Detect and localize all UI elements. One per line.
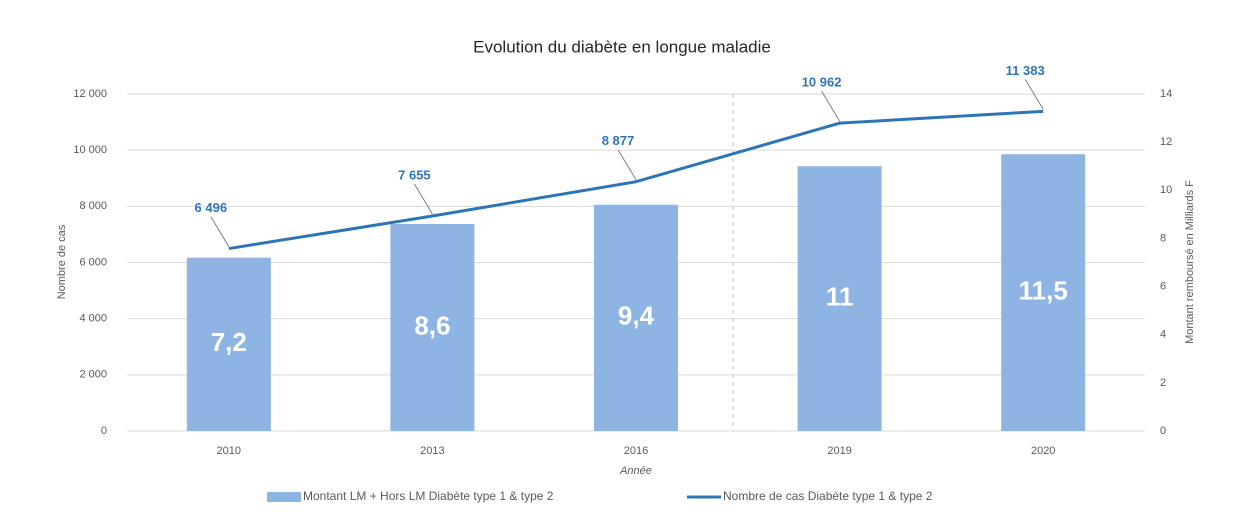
y2-tick-label: 10 — [1160, 184, 1172, 196]
legend-label: Montant LM + Hors LM Diabète type 1 & ty… — [303, 489, 554, 503]
x-tick-label: 2020 — [1031, 445, 1055, 457]
y2-tick-label: 14 — [1160, 88, 1172, 100]
line-value-label: 7 655 — [398, 167, 431, 182]
bar — [186, 257, 271, 431]
y2-tick-label: 0 — [1160, 425, 1166, 437]
x-tick-label: 2013 — [420, 445, 444, 457]
y2-tick-label: 6 — [1160, 280, 1166, 292]
bar — [1001, 154, 1086, 431]
y-tick-label: 12 000 — [73, 88, 107, 100]
leader-line — [821, 90, 841, 122]
x-tick-label: 2019 — [827, 445, 851, 457]
y2-tick-label: 4 — [1160, 329, 1166, 341]
legend-swatch — [267, 492, 301, 502]
x-tick-label: 2010 — [217, 445, 241, 457]
bar — [390, 223, 475, 431]
bar-value-label: 8,6 — [414, 310, 450, 340]
y-axis-label: Nombre de cas — [56, 224, 68, 299]
bar-value-label: 9,4 — [618, 301, 655, 331]
y-tick-label: 6 000 — [79, 256, 107, 268]
y-tick-label: 4 000 — [79, 313, 107, 325]
y-tick-label: 8 000 — [79, 200, 107, 212]
legend-label: Nombre de cas Diabète type 1 & type 2 — [723, 489, 933, 503]
y-tick-label: 0 — [101, 425, 107, 437]
y2-tick-label: 2 — [1160, 377, 1166, 389]
y-tick-label: 10 000 — [73, 144, 107, 156]
bar-value-label: 7,2 — [211, 327, 247, 357]
line-value-label: 6 496 — [195, 200, 228, 215]
bar — [594, 204, 678, 431]
y2-axis-label: Montant remboursé en Milliards F — [1184, 180, 1196, 344]
bar — [797, 166, 882, 431]
leader-line — [1024, 79, 1044, 110]
y2-tick-label: 8 — [1160, 232, 1166, 244]
leader-line — [617, 149, 637, 180]
bar-value-label: 11,5 — [1019, 275, 1068, 305]
line — [228, 109, 1044, 251]
y2-tick-label: 12 — [1160, 136, 1172, 148]
bar-value-label: 11 — [826, 281, 854, 311]
x-axis-label: Année — [619, 465, 652, 477]
line-value-label: 11 383 — [1006, 63, 1045, 78]
x-tick-label: 2016 — [624, 445, 648, 457]
leader-line — [413, 183, 433, 215]
y-tick-label: 2 000 — [79, 369, 107, 381]
chart-title: Evolution du diabète en longue maladie — [473, 37, 771, 56]
leader-line — [210, 216, 230, 247]
line-value-label: 10 962 — [802, 75, 842, 90]
line-value-label: 8 877 — [602, 133, 635, 148]
